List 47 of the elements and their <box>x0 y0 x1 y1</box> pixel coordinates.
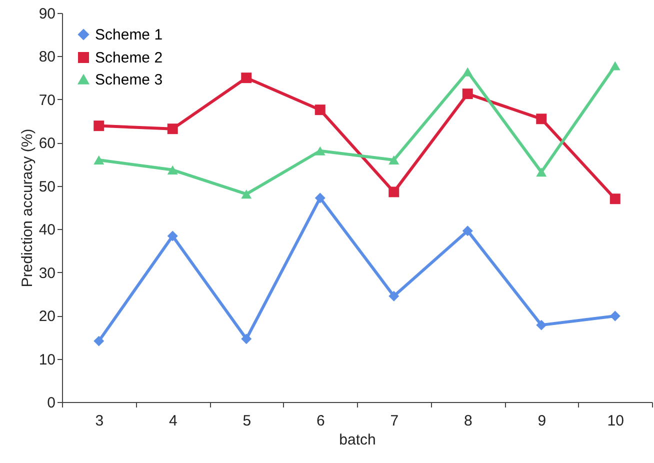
x-tick-label: 6 <box>316 412 325 430</box>
legend-label: Scheme 1 <box>95 26 163 44</box>
y-tick-label: 40 <box>38 222 56 239</box>
y-tick-label: 10 <box>38 351 56 368</box>
y-tick-label: 0 <box>47 394 56 412</box>
point <box>314 146 326 156</box>
point <box>167 230 178 242</box>
point <box>536 320 547 330</box>
point <box>241 72 252 84</box>
point <box>462 67 473 76</box>
point <box>462 88 473 100</box>
x-tick-label: 9 <box>538 412 546 430</box>
point <box>388 155 400 164</box>
point <box>94 155 104 164</box>
y-tick-label: 60 <box>38 135 56 152</box>
point <box>94 336 104 346</box>
point <box>388 186 400 198</box>
point <box>610 194 620 204</box>
point <box>610 61 620 70</box>
point <box>536 114 547 124</box>
point <box>167 124 178 134</box>
point <box>610 310 620 322</box>
y-tick-label: 20 <box>38 308 56 326</box>
point <box>241 190 252 199</box>
x-tick-label: 8 <box>464 412 472 430</box>
x-tick-label: 5 <box>242 412 252 430</box>
point <box>241 334 252 344</box>
x-tick-label: 10 <box>607 412 624 430</box>
x-axis-title: batch <box>339 432 376 448</box>
point <box>536 168 547 177</box>
y-axis-title: Prediction accuracy (%) <box>18 128 36 288</box>
y-tick-label: 80 <box>38 48 56 66</box>
x-tick-label: 4 <box>168 412 178 430</box>
point <box>388 290 400 302</box>
y-tick-label: 70 <box>38 92 56 109</box>
point <box>314 192 326 204</box>
legend-label: Scheme 2 <box>95 50 163 66</box>
point <box>167 165 178 174</box>
x-tick-label: 7 <box>390 412 399 430</box>
y-tick-label: 50 <box>38 178 56 196</box>
y-tick-label: 30 <box>38 264 56 282</box>
y-tick-label: 90 <box>38 6 56 22</box>
x-tick-label: 3 <box>95 412 104 430</box>
point <box>94 120 104 132</box>
legend-label: Scheme 3 <box>95 72 163 88</box>
point <box>462 226 473 236</box>
point <box>314 104 326 116</box>
